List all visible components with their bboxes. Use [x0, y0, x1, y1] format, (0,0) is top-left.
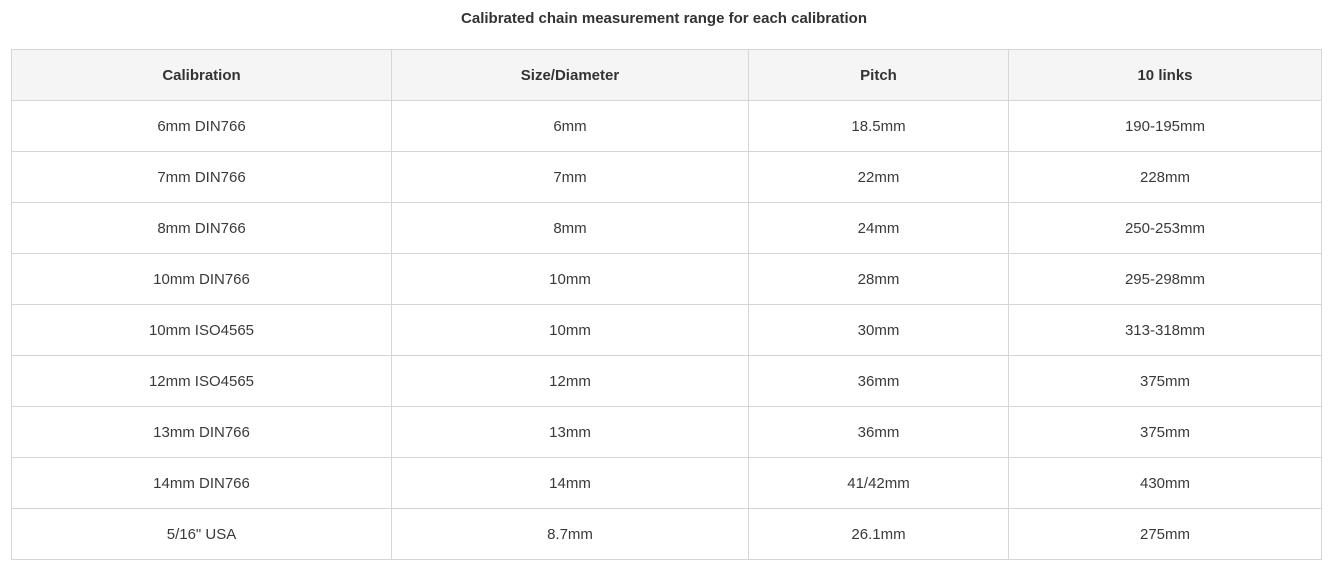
- cell-10-links: 375mm: [1008, 355, 1322, 407]
- table-header: Calibration Size/Diameter Pitch 10 links: [11, 49, 1322, 101]
- cell-pitch: 36mm: [748, 406, 1009, 458]
- cell-pitch: 26.1mm: [748, 508, 1009, 560]
- table-row: 10mm DIN766 10mm 28mm 295-298mm: [11, 253, 1322, 305]
- cell-calibration: 13mm DIN766: [11, 406, 392, 458]
- cell-size-diameter: 7mm: [391, 151, 749, 203]
- table-body: 6mm DIN766 6mm 18.5mm 190-195mm 7mm DIN7…: [11, 100, 1322, 560]
- cell-size-diameter: 8mm: [391, 202, 749, 254]
- calibration-table: Calibration Size/Diameter Pitch 10 links…: [11, 49, 1322, 560]
- cell-calibration: 14mm DIN766: [11, 457, 392, 509]
- table-row: 8mm DIN766 8mm 24mm 250-253mm: [11, 202, 1322, 254]
- cell-pitch: 28mm: [748, 253, 1009, 305]
- cell-10-links: 430mm: [1008, 457, 1322, 509]
- cell-calibration: 7mm DIN766: [11, 151, 392, 203]
- cell-size-diameter: 10mm: [391, 304, 749, 356]
- cell-calibration: 8mm DIN766: [11, 202, 392, 254]
- header-10-links: 10 links: [1008, 49, 1322, 101]
- cell-size-diameter: 12mm: [391, 355, 749, 407]
- cell-size-diameter: 10mm: [391, 253, 749, 305]
- cell-pitch: 18.5mm: [748, 100, 1009, 152]
- cell-10-links: 375mm: [1008, 406, 1322, 458]
- cell-pitch: 41/42mm: [748, 457, 1009, 509]
- cell-10-links: 228mm: [1008, 151, 1322, 203]
- table-row: 5/16" USA 8.7mm 26.1mm 275mm: [11, 508, 1322, 560]
- cell-size-diameter: 8.7mm: [391, 508, 749, 560]
- table-row: 7mm DIN766 7mm 22mm 228mm: [11, 151, 1322, 203]
- table-row: 6mm DIN766 6mm 18.5mm 190-195mm: [11, 100, 1322, 152]
- cell-size-diameter: 6mm: [391, 100, 749, 152]
- cell-10-links: 250-253mm: [1008, 202, 1322, 254]
- cell-10-links: 275mm: [1008, 508, 1322, 560]
- cell-10-links: 313-318mm: [1008, 304, 1322, 356]
- cell-pitch: 30mm: [748, 304, 1009, 356]
- table-row: 10mm ISO4565 10mm 30mm 313-318mm: [11, 304, 1322, 356]
- header-pitch: Pitch: [748, 49, 1009, 101]
- cell-size-diameter: 14mm: [391, 457, 749, 509]
- cell-calibration: 10mm DIN766: [11, 253, 392, 305]
- header-calibration: Calibration: [11, 49, 392, 101]
- cell-pitch: 24mm: [748, 202, 1009, 254]
- cell-10-links: 190-195mm: [1008, 100, 1322, 152]
- cell-size-diameter: 13mm: [391, 406, 749, 458]
- header-row: Calibration Size/Diameter Pitch 10 links: [11, 49, 1322, 101]
- header-size-diameter: Size/Diameter: [391, 49, 749, 101]
- table-row: 12mm ISO4565 12mm 36mm 375mm: [11, 355, 1322, 407]
- table-caption: Calibrated chain measurement range for e…: [461, 10, 867, 27]
- table-row: 14mm DIN766 14mm 41/42mm 430mm: [11, 457, 1322, 509]
- cell-calibration: 5/16" USA: [11, 508, 392, 560]
- cell-pitch: 36mm: [748, 355, 1009, 407]
- cell-calibration: 6mm DIN766: [11, 100, 392, 152]
- table-row: 13mm DIN766 13mm 36mm 375mm: [11, 406, 1322, 458]
- cell-calibration: 12mm ISO4565: [11, 355, 392, 407]
- cell-pitch: 22mm: [748, 151, 1009, 203]
- cell-calibration: 10mm ISO4565: [11, 304, 392, 356]
- cell-10-links: 295-298mm: [1008, 253, 1322, 305]
